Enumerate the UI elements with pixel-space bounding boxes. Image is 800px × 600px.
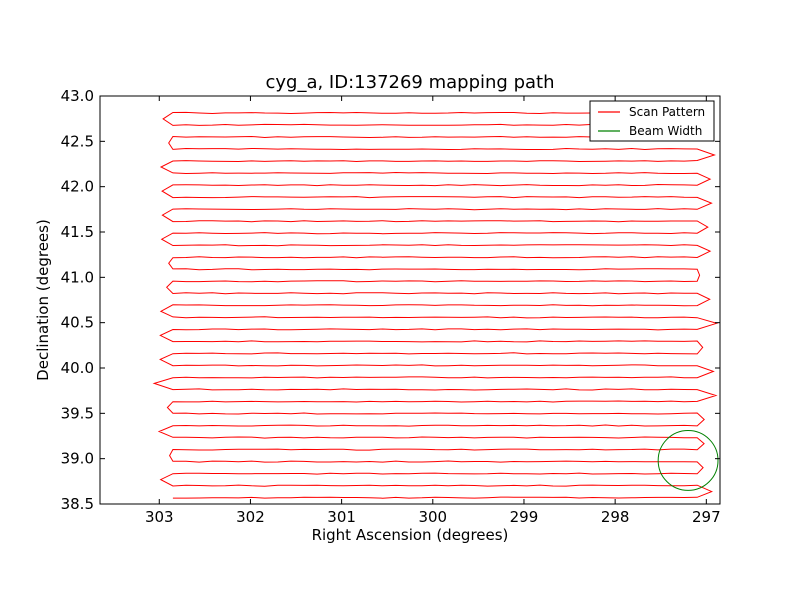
- scan-pattern-line: [152, 106, 719, 499]
- y-tick-label: 42.0: [61, 178, 94, 196]
- x-axis: 303 302 301 300 299 298 297: [145, 96, 721, 526]
- x-tick-label: 301: [327, 508, 356, 526]
- x-tick-label: 298: [601, 508, 630, 526]
- beam-width-circle: [657, 430, 719, 491]
- legend-box: [589, 100, 715, 142]
- y-tick-label: 42.5: [61, 132, 94, 150]
- x-axis-title: Right Ascension (degrees): [312, 526, 509, 544]
- x-tick-label: 300: [418, 508, 447, 526]
- series-layer: [152, 106, 719, 499]
- y-axis-title: Declination (degrees): [34, 219, 52, 381]
- x-tick-label: 297: [692, 508, 721, 526]
- y-tick-label: 40.5: [61, 314, 94, 332]
- chart-title: cyg_a, ID:137269 mapping path: [265, 72, 554, 93]
- legend-label-scan-pattern: Scan Pattern: [629, 105, 705, 119]
- legend-label-beam-width: Beam Width: [629, 124, 702, 138]
- y-axis: 38.5 39.0 39.5 40.0 40.5 41.0 41.5 42.0 42.5 43.0: [61, 87, 720, 513]
- legend: Scan Pattern Beam Width: [589, 100, 715, 142]
- x-tick-label: 302: [236, 508, 265, 526]
- y-tick-label: 43.0: [61, 87, 94, 105]
- y-tick-label: 39.0: [61, 450, 94, 468]
- plot-area: [99, 95, 721, 505]
- y-tick-label: 39.5: [61, 404, 94, 422]
- y-tick-label: 41.5: [61, 223, 94, 241]
- y-tick-label: 38.5: [61, 495, 94, 513]
- x-tick-label: 303: [145, 508, 174, 526]
- y-tick-label: 41.0: [61, 268, 94, 286]
- x-tick-label: 299: [510, 508, 539, 526]
- y-tick-label: 40.0: [61, 359, 94, 377]
- plot-frame: [99, 95, 721, 505]
